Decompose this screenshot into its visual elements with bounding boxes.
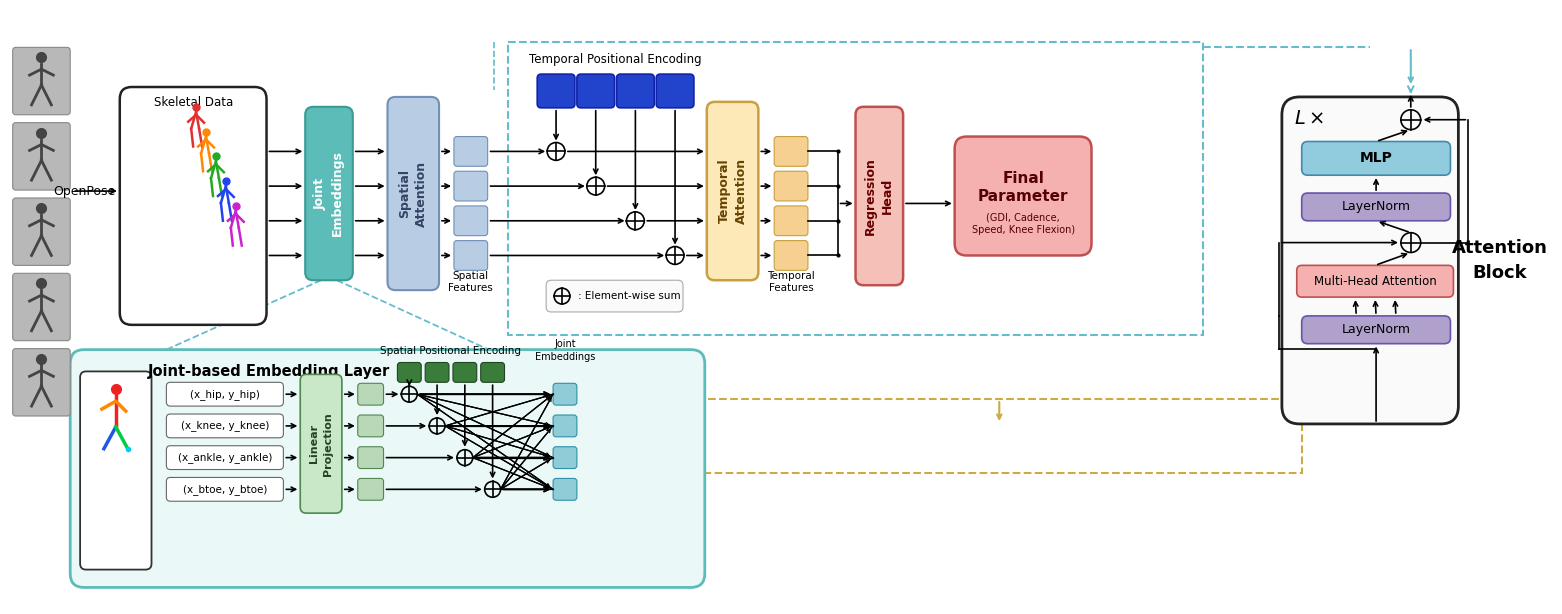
Text: (x_knee, y_knee): (x_knee, y_knee) <box>181 421 269 432</box>
Text: Joint-based Embedding Layer: Joint-based Embedding Layer <box>147 364 389 379</box>
Text: Joint
Embeddings: Joint Embeddings <box>534 340 595 362</box>
FancyBboxPatch shape <box>576 74 614 108</box>
FancyBboxPatch shape <box>856 107 903 285</box>
FancyBboxPatch shape <box>481 362 505 383</box>
FancyBboxPatch shape <box>553 478 576 500</box>
Text: Temporal Positional Encoding: Temporal Positional Encoding <box>530 53 701 66</box>
Text: : Element-wise sum: : Element-wise sum <box>578 291 681 301</box>
FancyBboxPatch shape <box>425 362 448 383</box>
Text: LayerNorm: LayerNorm <box>1342 200 1410 214</box>
Text: Joint
Embeddings: Joint Embeddings <box>314 150 344 236</box>
FancyBboxPatch shape <box>453 362 476 383</box>
FancyBboxPatch shape <box>706 102 758 280</box>
FancyBboxPatch shape <box>12 123 70 190</box>
Text: Linear
Projection: Linear Projection <box>309 412 333 476</box>
Text: (x_hip, y_hip): (x_hip, y_hip) <box>191 389 259 400</box>
FancyBboxPatch shape <box>358 415 384 437</box>
Text: (x_btoe, y_btoe): (x_btoe, y_btoe) <box>183 484 267 495</box>
Text: Final: Final <box>1003 171 1043 185</box>
FancyBboxPatch shape <box>358 447 384 468</box>
FancyBboxPatch shape <box>455 206 487 236</box>
FancyBboxPatch shape <box>358 478 384 500</box>
FancyBboxPatch shape <box>80 371 152 570</box>
FancyBboxPatch shape <box>167 383 283 406</box>
Text: (GDI, Cadence,
Speed, Knee Flexion): (GDI, Cadence, Speed, Knee Flexion) <box>972 212 1075 235</box>
FancyBboxPatch shape <box>775 171 808 201</box>
Text: Temporal
Features: Temporal Features <box>767 271 815 293</box>
FancyBboxPatch shape <box>167 478 283 501</box>
FancyBboxPatch shape <box>120 87 267 325</box>
Bar <box>697 399 1301 473</box>
FancyBboxPatch shape <box>1301 141 1451 175</box>
FancyBboxPatch shape <box>537 74 575 108</box>
Text: LayerNorm: LayerNorm <box>1342 324 1410 336</box>
FancyBboxPatch shape <box>1296 265 1453 297</box>
FancyBboxPatch shape <box>775 241 808 270</box>
FancyBboxPatch shape <box>358 383 384 405</box>
FancyBboxPatch shape <box>455 241 487 270</box>
FancyBboxPatch shape <box>553 447 576 468</box>
FancyBboxPatch shape <box>954 136 1092 255</box>
FancyBboxPatch shape <box>1282 97 1459 424</box>
FancyBboxPatch shape <box>305 107 353 280</box>
FancyBboxPatch shape <box>70 349 704 588</box>
FancyBboxPatch shape <box>397 362 422 383</box>
Text: Multi-Head Attention: Multi-Head Attention <box>1314 274 1437 288</box>
FancyBboxPatch shape <box>12 273 70 341</box>
FancyBboxPatch shape <box>300 375 342 513</box>
Text: Skeletal Data: Skeletal Data <box>153 96 233 109</box>
FancyBboxPatch shape <box>547 280 683 312</box>
FancyBboxPatch shape <box>775 206 808 236</box>
Text: OpenPose: OpenPose <box>53 185 116 198</box>
Text: Temporal
Attention: Temporal Attention <box>717 158 748 224</box>
FancyBboxPatch shape <box>553 383 576 405</box>
Text: Regression
Head: Regression Head <box>864 157 895 235</box>
FancyBboxPatch shape <box>656 74 694 108</box>
FancyBboxPatch shape <box>617 74 654 108</box>
Text: Spatial Positional Encoding: Spatial Positional Encoding <box>381 346 522 356</box>
Text: $L\times$: $L\times$ <box>1293 109 1325 128</box>
FancyBboxPatch shape <box>1301 316 1451 344</box>
FancyBboxPatch shape <box>387 97 439 290</box>
Text: MLP: MLP <box>1359 152 1392 165</box>
FancyBboxPatch shape <box>12 198 70 265</box>
Text: Parameter: Parameter <box>978 188 1068 203</box>
FancyBboxPatch shape <box>12 47 70 115</box>
Text: Spatial
Attention: Spatial Attention <box>398 160 428 227</box>
Text: Spatial
Features: Spatial Features <box>448 271 494 293</box>
Bar <box>509 42 1203 335</box>
Text: Attention
Block: Attention Block <box>1453 239 1548 282</box>
Text: (x_ankle, y_ankle): (x_ankle, y_ankle) <box>178 452 272 463</box>
FancyBboxPatch shape <box>12 349 70 416</box>
FancyBboxPatch shape <box>455 136 487 166</box>
FancyBboxPatch shape <box>775 136 808 166</box>
FancyBboxPatch shape <box>167 446 283 470</box>
FancyBboxPatch shape <box>1301 193 1451 221</box>
FancyBboxPatch shape <box>167 414 283 438</box>
FancyBboxPatch shape <box>553 415 576 437</box>
FancyBboxPatch shape <box>455 171 487 201</box>
